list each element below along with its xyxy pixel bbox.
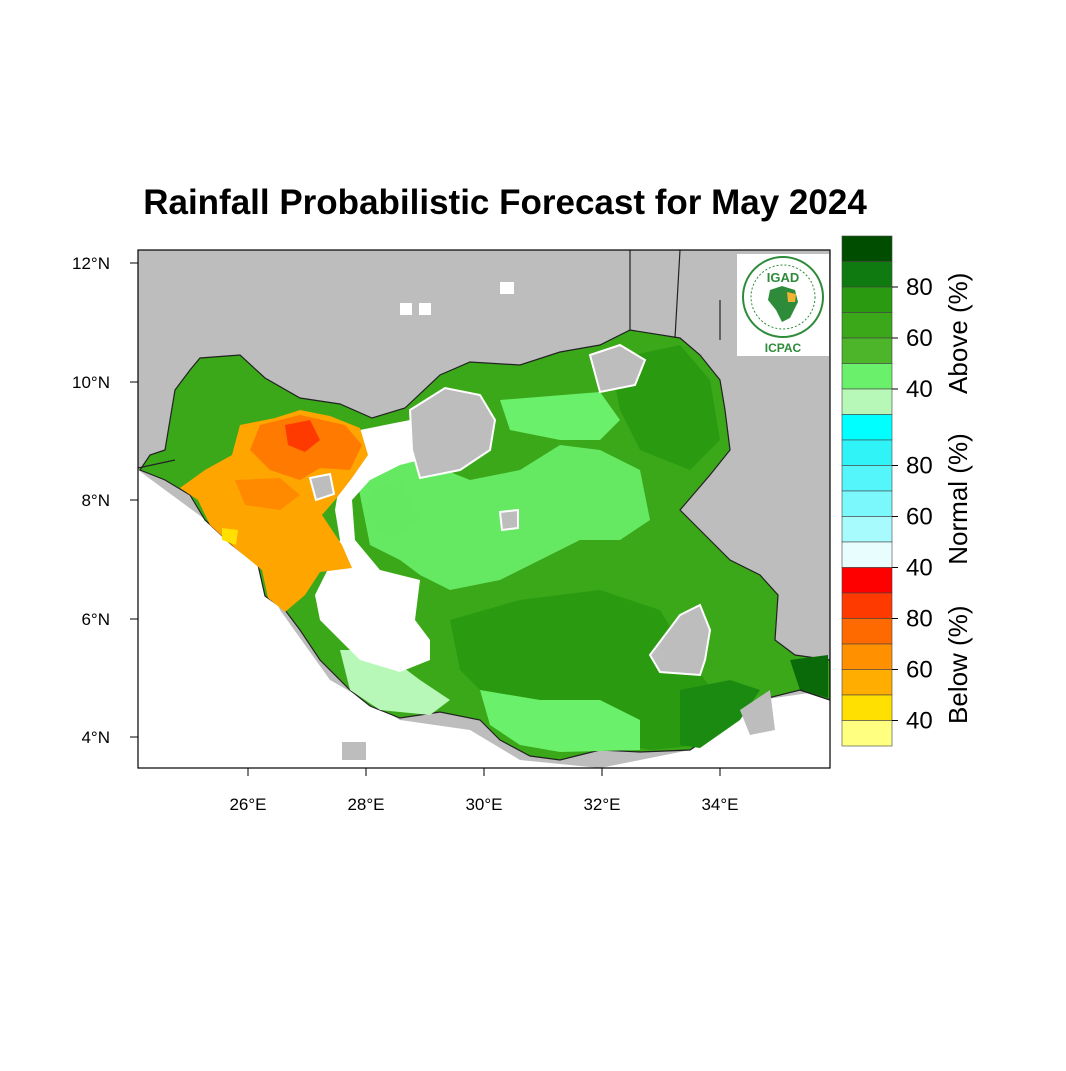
colorbar: 80 60 40 Above (%) 80 60 40 Normal (%) 80 60 40 Bel… xyxy=(841,235,973,747)
colorbar-tick-label: 60 xyxy=(906,325,933,352)
colorbar-swatch xyxy=(841,261,893,288)
no-data-gap-2 xyxy=(419,303,431,315)
outside-south-region xyxy=(138,470,830,768)
below-40-zone xyxy=(222,528,238,545)
colorbar-tick-label: 60 xyxy=(906,504,933,531)
colorbar-group-label: Below (%) xyxy=(943,606,973,724)
igad-region-icon xyxy=(787,292,796,302)
national-borders xyxy=(138,250,830,701)
lon-tick-label: 28°E xyxy=(347,795,384,814)
colorbar-group-label: Above (%) xyxy=(943,273,973,394)
no-data-island-east xyxy=(648,603,712,677)
colorbar-swatch xyxy=(841,286,893,313)
lon-tick-label: 32°E xyxy=(583,795,620,814)
colorbar-swatch xyxy=(841,388,893,415)
colorbar-swatch xyxy=(841,312,893,339)
lat-axis: 12°N 10°N 8°N 6°N 4°N xyxy=(72,254,138,747)
lon-tick-label: 30°E xyxy=(465,795,502,814)
colorbar-swatch xyxy=(841,720,893,747)
logo-inner-ring xyxy=(750,264,816,330)
colorbar-swatch xyxy=(841,516,893,543)
colorbar-group-label: Normal (%) xyxy=(943,433,973,564)
no-data-island-center xyxy=(498,508,519,532)
colorbar-swatch xyxy=(841,490,893,517)
colorbar-swatch xyxy=(841,465,893,492)
above-40-zone-south xyxy=(480,690,640,752)
colorbar-swatch xyxy=(841,618,893,645)
colorbar-tick-label: 80 xyxy=(906,453,933,480)
no-data-island-west xyxy=(308,472,336,502)
logo-igad-text: IGAD xyxy=(767,270,800,285)
colorbar-swatch xyxy=(841,541,893,568)
no-data-gap-1 xyxy=(400,303,412,315)
lon-axis: 26°E 28°E 30°E 32°E 34°E xyxy=(229,768,739,814)
no-data-gap-3 xyxy=(500,282,514,294)
colorbar-tick-label: 40 xyxy=(906,376,933,403)
colorbar-swatch xyxy=(841,414,893,441)
lat-tick-label: 4°N xyxy=(81,728,110,747)
lat-tick-label: 10°N xyxy=(72,373,110,392)
below-75-zone xyxy=(285,420,320,452)
colorbar-swatch xyxy=(841,363,893,390)
above-80-zone xyxy=(790,655,828,698)
lon-tick-label: 34°E xyxy=(701,795,738,814)
no-data-island-northeast xyxy=(588,343,647,394)
below-60-zone xyxy=(235,478,300,510)
logo-icpac-text: ICPAC xyxy=(765,341,802,355)
colorbar-tick-label: 80 xyxy=(906,274,933,301)
colorbar-tick-label: 60 xyxy=(906,657,933,684)
lat-tick-label: 6°N xyxy=(81,610,110,629)
colorbar-swatch xyxy=(841,592,893,619)
icpac-logo: IGAD ICPAC xyxy=(737,254,829,356)
lon-tick-label: 26°E xyxy=(229,795,266,814)
colorbar-tick-label: 40 xyxy=(906,555,933,582)
above-35-zone-sw xyxy=(340,650,450,715)
colorbar-tick-label: 40 xyxy=(906,708,933,735)
colorbar-swatch xyxy=(841,669,893,696)
colorbar-swatch xyxy=(841,567,893,594)
above-40-zone-north xyxy=(500,392,620,440)
lat-tick-label: 12°N xyxy=(72,254,110,273)
no-data-patch-south xyxy=(342,742,366,760)
colorbar-swatch xyxy=(841,439,893,466)
map-area xyxy=(138,250,830,768)
colorbar-swatch xyxy=(841,337,893,364)
no-data-island-north xyxy=(408,386,497,480)
map-title: Rainfall Probabilistic Forecast for May … xyxy=(143,183,867,222)
colorbar-swatch xyxy=(841,643,893,670)
colorbar-swatch xyxy=(841,235,893,262)
colorbar-swatch xyxy=(841,694,893,721)
lat-tick-label: 8°N xyxy=(81,491,110,510)
above-70-zone xyxy=(680,680,760,748)
no-data-patch-southeast xyxy=(740,690,775,735)
colorbar-tick-label: 80 xyxy=(906,606,933,633)
